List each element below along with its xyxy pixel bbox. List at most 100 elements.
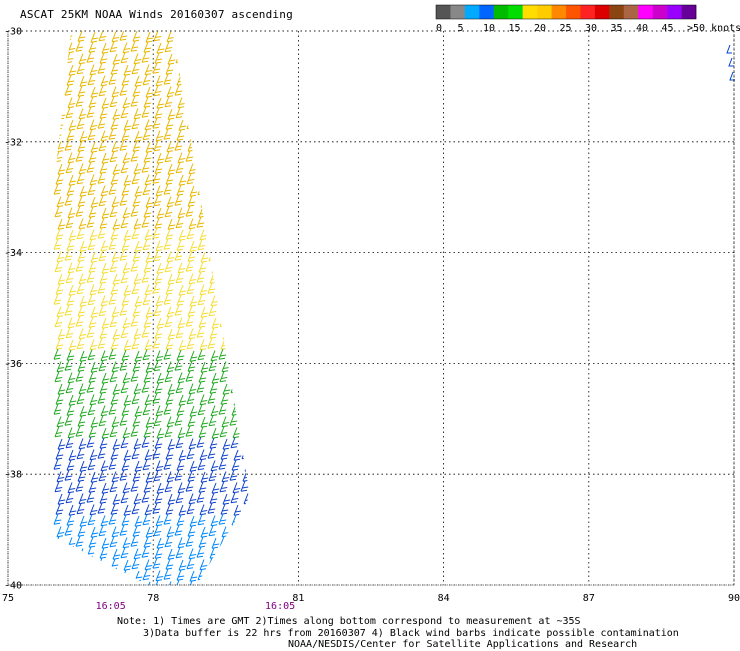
- wind-barb: [244, 240, 251, 252]
- wind-barb: [366, 417, 373, 427]
- wind-barb: [121, 129, 130, 141]
- wind-barb: [185, 425, 194, 437]
- wind-barb: [443, 329, 450, 339]
- wind-barb: [76, 393, 85, 405]
- wind-barb: [243, 493, 251, 505]
- wind-barb: [86, 381, 95, 393]
- wind-barb: [386, 394, 393, 404]
- wind-barb: [221, 416, 230, 428]
- wind-barb: [68, 229, 77, 241]
- wind-barb: [200, 306, 209, 318]
- wind-barb: [229, 84, 238, 96]
- wind-barb: [119, 139, 128, 151]
- wind-barb: [166, 196, 175, 208]
- wind-barb: [55, 228, 64, 240]
- wind-barb: [122, 537, 131, 549]
- wind-barb: [451, 108, 458, 118]
- wind-barb: [364, 97, 371, 107]
- wind-barb: [141, 161, 150, 173]
- wind-barb: [277, 252, 284, 262]
- wind-barb: [331, 174, 338, 184]
- wind-barb: [110, 63, 119, 75]
- wind-barb: [463, 306, 470, 316]
- wind-barb: [344, 450, 351, 460]
- wind-barb: [155, 130, 164, 142]
- wind-barb: [187, 85, 196, 97]
- wind-barb: [441, 504, 448, 514]
- wind-barb: [256, 142, 263, 152]
- wind-barb: [154, 162, 163, 174]
- wind-barb: [264, 196, 271, 206]
- wind-barb: [406, 371, 413, 381]
- wind-barb: [385, 97, 392, 107]
- wind-barb: [429, 416, 436, 426]
- wind-barb: [56, 416, 65, 428]
- wind-barb: [89, 339, 98, 351]
- wind-barb: [112, 438, 121, 450]
- wind-barb: [119, 194, 128, 206]
- wind-barb: [53, 568, 62, 580]
- wind-barb: [454, 505, 461, 515]
- wind-barb: [376, 131, 383, 141]
- wind-barb: [163, 183, 172, 195]
- wind-barb: [410, 186, 417, 196]
- wind-barb: [122, 262, 131, 274]
- wind-barb: [174, 524, 183, 536]
- wind-barb: [142, 459, 151, 471]
- wind-barb: [278, 549, 285, 559]
- wind-barb: [452, 350, 459, 360]
- wind-barb: [218, 568, 227, 580]
- wind-barb: [419, 482, 426, 492]
- wind-barb: [56, 361, 65, 373]
- wind-barb: [439, 74, 446, 84]
- wind-barb: [451, 548, 458, 558]
- wind-barb: [263, 63, 270, 73]
- wind-barb: [153, 195, 162, 207]
- wind-barb: [330, 97, 337, 107]
- wind-barb: [318, 558, 325, 568]
- wind-barb: [209, 437, 218, 449]
- wind-barb: [351, 151, 358, 161]
- wind-barb: [187, 470, 196, 482]
- wind-barb: [420, 120, 427, 130]
- wind-barb: [364, 482, 371, 492]
- wind-barb: [398, 153, 405, 163]
- wind-barb: [209, 327, 218, 339]
- wind-barb: [77, 250, 86, 262]
- wind-barb: [122, 317, 131, 329]
- wind-barb: [341, 218, 348, 228]
- wind-barb: [429, 471, 436, 481]
- wind-barb: [175, 217, 184, 229]
- wind-barb: [263, 173, 270, 183]
- wind-barb: [123, 284, 132, 296]
- wind-barb: [221, 31, 230, 43]
- wind-barb: [209, 107, 218, 119]
- wind-barb: [310, 450, 317, 460]
- wind-barb: [86, 216, 95, 228]
- wind-barb: [163, 238, 172, 250]
- wind-barb: [199, 394, 208, 406]
- wind-barb: [97, 337, 106, 349]
- wind-barb: [321, 461, 328, 471]
- wind-barb: [67, 427, 76, 439]
- wind-barb: [256, 32, 263, 42]
- wind-barb: [145, 361, 154, 373]
- wind-barb: [442, 307, 449, 317]
- wind-barb: [90, 141, 99, 153]
- wind-barb: [430, 163, 437, 173]
- wind-barb: [310, 505, 317, 515]
- map-title: ASCAT 25KM NOAA Winds 20160307 ascending: [20, 8, 293, 21]
- wind-barb: [300, 516, 307, 526]
- wind-barb: [255, 395, 262, 405]
- wind-barb: [377, 318, 384, 328]
- wind-barb: [408, 141, 415, 151]
- wind-barb: [108, 238, 117, 250]
- wind-barb: [101, 372, 110, 384]
- wind-barb: [200, 416, 209, 428]
- wind-barb: [267, 208, 274, 218]
- wind-barb: [210, 405, 219, 417]
- wind-barb: [341, 548, 348, 558]
- wind-barb: [142, 294, 151, 306]
- wind-barb: [465, 406, 472, 416]
- wind-barb: [255, 285, 262, 295]
